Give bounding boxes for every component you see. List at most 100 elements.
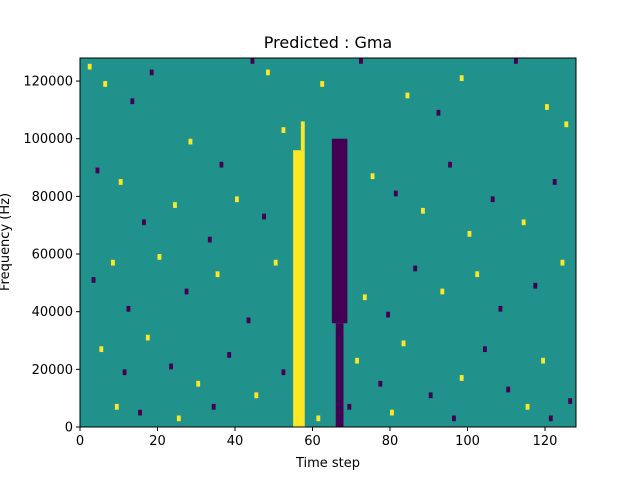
heatmap-cell xyxy=(514,58,518,64)
heatmap-cell xyxy=(157,254,162,260)
heatmap-cell xyxy=(448,161,452,168)
heatmap-cell xyxy=(436,109,441,116)
heatmap-cell xyxy=(266,69,270,76)
y-tick-label: 40000 xyxy=(32,305,73,320)
heatmap-cell xyxy=(401,340,406,347)
heatmap-background xyxy=(80,58,576,427)
heatmap-cell xyxy=(467,230,472,237)
heatmap-cell xyxy=(413,265,418,272)
heatmap-cell xyxy=(215,271,220,278)
heatmap-cell xyxy=(227,352,232,358)
heatmap-cell xyxy=(490,196,495,203)
heatmap-cell xyxy=(483,346,487,353)
heatmap-cell xyxy=(118,179,123,185)
heatmap-cell xyxy=(428,392,433,399)
heatmap-cell xyxy=(560,259,565,266)
x-tick-label: 100 xyxy=(455,434,480,449)
y-tick-label: 120000 xyxy=(23,75,73,90)
heatmap-cell xyxy=(378,380,383,387)
y-axis-label: Frequency (Hz) xyxy=(0,193,13,291)
x-axis-label: Time step xyxy=(295,456,360,471)
chart-title: Predicted : Gma xyxy=(264,33,392,52)
heatmap-cell xyxy=(320,81,325,87)
heatmap-cell xyxy=(440,288,445,295)
heatmap-cell xyxy=(235,196,239,203)
heatmap-cell xyxy=(169,363,173,370)
x-tick-label: 120 xyxy=(533,434,558,449)
heatmap-cell xyxy=(130,98,135,105)
heatmap-cell xyxy=(359,58,363,64)
heatmap-cell xyxy=(568,398,573,404)
heatmap-cell xyxy=(475,271,480,278)
heatmap-cell xyxy=(421,207,425,214)
heatmap-cell xyxy=(246,317,251,324)
y-tick-label: 80000 xyxy=(32,190,73,205)
heatmap-band xyxy=(300,121,305,151)
heatmap-cell xyxy=(138,409,142,416)
axes-frame xyxy=(79,57,577,428)
plot-area xyxy=(80,58,576,427)
heatmap-cell xyxy=(254,392,259,399)
heatmap-cell xyxy=(262,213,266,220)
heatmap-cell xyxy=(142,219,146,226)
heatmap-cell xyxy=(506,386,511,393)
y-axis-ticks: 0 20000 40000 60000 80000 100000 120000 xyxy=(23,75,80,436)
heatmap-cell xyxy=(552,179,557,185)
y-tick-label: 0 xyxy=(65,421,73,436)
x-axis-ticks: 0 20 40 60 80 100 120 xyxy=(76,427,558,449)
heatmap-band xyxy=(331,138,348,324)
heatmap-cell xyxy=(114,403,119,410)
heatmap-cell xyxy=(281,127,286,133)
x-tick-label: 80 xyxy=(382,434,399,449)
heatmap-cell xyxy=(149,69,154,76)
heatmap-cell xyxy=(145,334,150,341)
heatmap-cell xyxy=(87,63,92,70)
heatmap-cell xyxy=(521,219,526,226)
heatmap-cell xyxy=(405,92,410,99)
heatmap-cell xyxy=(99,346,104,353)
heatmap-band xyxy=(335,323,344,427)
heatmap-cell xyxy=(370,173,375,180)
x-tick-label: 20 xyxy=(149,434,166,449)
heatmap-cell xyxy=(273,259,278,266)
heatmap-cell xyxy=(188,138,193,145)
heatmap-cell xyxy=(196,380,201,387)
heatmap-cell xyxy=(452,415,456,422)
heatmap-cell xyxy=(347,403,352,410)
heatmap-cell xyxy=(390,409,394,416)
heatmap-cell xyxy=(219,161,224,168)
heatmap-cell xyxy=(545,104,549,110)
y-tick-label: 20000 xyxy=(32,363,73,378)
heatmap-cell xyxy=(95,167,100,174)
heatmap-cell xyxy=(498,305,503,312)
heatmap-cell xyxy=(362,294,367,301)
heatmap-cell xyxy=(250,58,255,64)
heatmap-cell xyxy=(316,415,321,422)
heatmap-cell xyxy=(173,202,177,208)
heatmap-cell xyxy=(541,357,545,364)
y-tick-label: 100000 xyxy=(23,132,73,147)
heatmap-cell xyxy=(459,375,464,381)
heatmap-cell xyxy=(525,403,530,410)
heatmap-cell xyxy=(548,415,553,422)
y-tick-label: 60000 xyxy=(32,248,73,263)
x-tick-label: 40 xyxy=(227,434,244,449)
heatmap-cell xyxy=(103,81,108,87)
heatmap-cell xyxy=(211,403,216,410)
heatmap-cell xyxy=(126,305,131,312)
heatmap-cell xyxy=(533,282,538,289)
heatmap-cell xyxy=(184,288,189,295)
heatmap-band xyxy=(293,150,305,427)
heatmap-cell xyxy=(111,259,115,266)
heatmap-cell xyxy=(564,121,569,128)
x-tick-label: 0 xyxy=(76,434,84,449)
x-tick-label: 60 xyxy=(304,434,321,449)
heatmap-cell xyxy=(393,190,398,197)
heatmap-cell xyxy=(355,357,359,364)
heatmap-cell xyxy=(281,369,286,376)
heatmap-cell xyxy=(386,311,390,318)
heatmap-cell xyxy=(459,75,464,82)
heatmap-cell xyxy=(207,236,212,243)
heatmap-cell xyxy=(122,369,127,376)
